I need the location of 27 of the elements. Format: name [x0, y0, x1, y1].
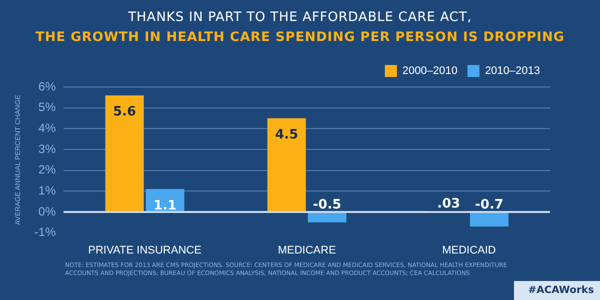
- chart-title: THANKS IN PART TO THE AFFORDABLE CARE ACT,: [127, 10, 473, 25]
- bar: [146, 189, 184, 211]
- legend-label: 2010–2013: [484, 65, 540, 78]
- y-tick-label: 0%: [38, 204, 56, 218]
- legend-label: 2000–2010: [402, 65, 458, 78]
- data-label: .03: [437, 196, 460, 212]
- y-tick-label: 2%: [38, 162, 56, 177]
- y-tick-label: 3%: [38, 142, 56, 156]
- y-tick-label: 4%: [38, 120, 56, 135]
- data-label: -0.7: [475, 197, 504, 212]
- x-tick-label: MEDICAID: [442, 244, 496, 256]
- y-tick-label: 5%: [38, 100, 56, 114]
- bar: [470, 212, 508, 227]
- bar: [308, 212, 346, 222]
- bar: [267, 118, 306, 211]
- y-tick-label: 1%: [38, 183, 56, 198]
- data-label: 4.5: [275, 128, 298, 143]
- x-tick-label: PRIVATE INSURANCE: [88, 244, 202, 256]
- bar: [105, 95, 144, 211]
- x-tick-label: MEDICARE: [278, 244, 336, 256]
- data-label: -0.5: [312, 197, 342, 212]
- y-tick-label: -1%: [34, 225, 56, 240]
- data-label: 5.6: [113, 104, 136, 120]
- data-label: 1.1: [154, 198, 177, 214]
- y-tick-label: 6%: [38, 79, 56, 94]
- text: #ACAWorks: [514, 281, 600, 300]
- chart-subtitle: THE GROWTH IN HEALTH CARE SPENDING PER PERSON IS DROPPING: [34, 30, 566, 45]
